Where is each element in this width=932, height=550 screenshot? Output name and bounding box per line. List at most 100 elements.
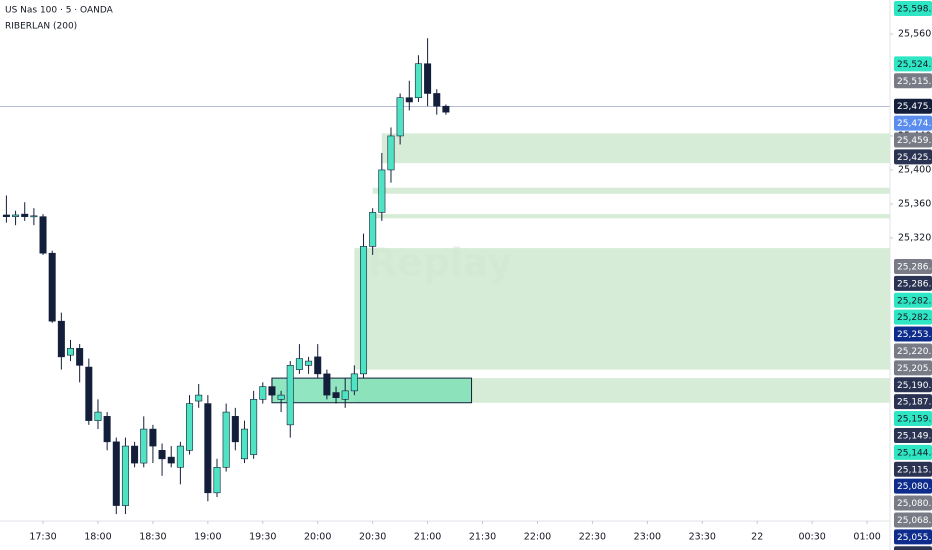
x-tick-label: 19:00 [194,532,221,543]
price-label-box [894,411,932,427]
price-label-box [894,377,932,393]
price-label: 25,286.1 [897,279,932,289]
zone [271,377,473,404]
x-tick-label: 00:30 [798,532,825,543]
price-label-box [894,258,932,274]
candle-body [204,403,212,494]
candle-body [433,93,441,107]
price-label-box [894,115,932,131]
price-label: 25,159.7 [897,415,932,425]
candle-body [231,416,239,443]
price-label-box [894,444,932,460]
x-tick-label: 17:30 [29,532,56,543]
price-label: 25,080.8 [897,499,932,509]
candle-body [57,320,65,358]
price-label: 25,282.8 [897,296,932,306]
candle-body [149,428,157,447]
candle-body [240,428,248,460]
candle-body [2,214,10,217]
candle-body [378,169,386,213]
price-label-box [894,461,932,477]
price-label: 25,205.6 [897,364,932,374]
candle-body [332,392,340,398]
candle-body [341,390,349,400]
price-label-box [894,512,932,528]
y-tick-label: 25,320.0 [898,232,932,243]
price-label: 25,474.8 [897,119,932,129]
x-tick-label: 20:30 [359,532,386,543]
x-tick-label: 20:00 [304,532,331,543]
price-label: 25,524.8 [897,60,932,70]
price-label: 25,220.6 [897,347,932,357]
price-label-box [894,132,932,148]
price-label-box [894,73,932,89]
candle-body [186,403,194,451]
price-label-box [894,56,932,72]
price-label: 25,515.3 [897,77,932,87]
price-label: 25,055.8 [897,533,932,543]
x-tick-label: 22:00 [524,532,551,543]
price-label: 25,144.4 [897,448,932,458]
candle-body [66,348,75,356]
candle-body [323,373,331,396]
candle-body [176,445,184,468]
price-label: 25,598.7 [897,5,932,15]
candle-body [76,348,84,366]
price-label: 25,253.5 [897,330,932,340]
candle-body [222,411,230,468]
zone [354,248,891,370]
price-label: 25,425.3 [897,153,932,163]
x-tick-label: 19:30 [249,532,276,543]
price-label-box [894,98,932,114]
plot-area: Replay [0,38,891,515]
candle-body [295,358,303,370]
zone [372,214,890,219]
price-label-box [894,149,932,165]
candle-body [405,97,413,103]
candle-body [39,216,47,254]
candle-body [121,445,129,506]
price-label: 25,475.0 [897,102,932,112]
x-tick-label: 23:30 [689,532,716,543]
candle-body [85,366,93,421]
price-label: 25,190.3 [897,381,932,391]
price-label-box [894,309,932,325]
candle-body [112,441,120,506]
price-label-box [894,427,932,443]
candle-body [250,399,258,455]
x-tick-label: 21:30 [469,532,496,543]
price-label: 25,115.1 [897,465,932,475]
y-tick-label: 25,400.0 [898,164,932,175]
price-label-box [894,360,932,376]
price-label: 25,149.9 [897,431,932,441]
candle-body [268,386,276,396]
candle-body [424,63,432,94]
candle-body [360,246,368,375]
price-label: 25,068.5 [897,516,932,526]
candle-body [195,394,203,402]
x-tick-label: 21:00 [414,532,441,543]
zone [372,187,890,194]
candle-body [369,212,377,247]
candle-body [158,450,166,460]
candle-body [259,386,267,400]
x-tick-label: 18:30 [139,532,166,543]
candle-body [277,394,285,400]
chart-title: US Nas 100 · 5 · OANDA [5,6,114,16]
candle-body [131,445,139,464]
price-label: 25,080.8 [897,482,932,492]
price-label-box [894,275,932,291]
x-tick-label: 23:00 [634,532,661,543]
candle-body [21,213,29,217]
candle-body [12,214,20,217]
price-label: 25,282.2 [897,313,932,323]
candle-body [48,252,56,322]
price-label-box [894,478,932,494]
price-label-box [894,394,932,410]
x-tick-label: 22 [751,532,763,543]
candle-body [350,373,358,392]
candle-body [314,356,322,375]
price-label-box [894,546,932,550]
candle-body [103,416,111,443]
